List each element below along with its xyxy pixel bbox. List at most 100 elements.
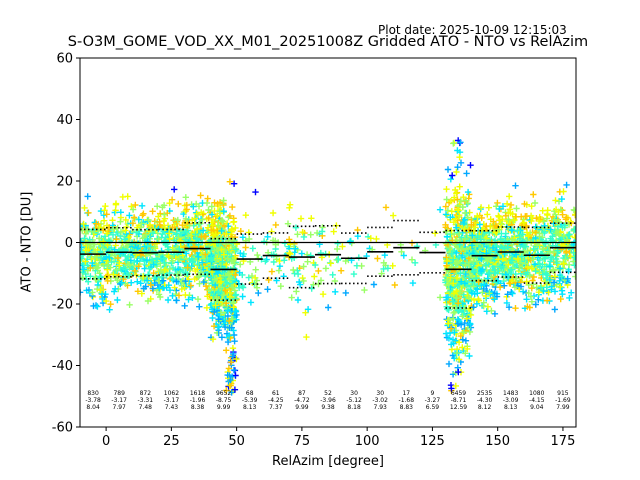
scatter-point [144, 297, 152, 305]
scatter-point [228, 226, 235, 233]
scatter-point [337, 267, 345, 274]
scatter-point [209, 222, 216, 229]
scatter-point [103, 230, 111, 237]
bin-median-label: -8.71 [451, 397, 467, 404]
scatter-point [96, 235, 103, 242]
scatter-point [135, 216, 142, 223]
scatter-point [203, 240, 210, 248]
scatter-point [213, 280, 220, 287]
scatter-point [138, 220, 145, 227]
scatter-point [82, 258, 89, 265]
scatter-point [331, 277, 339, 285]
scatter-point [339, 243, 346, 250]
bin-count-label: 17 [402, 390, 410, 397]
scatter-point [380, 259, 387, 266]
scatter-point [142, 231, 150, 238]
scatter-point [193, 210, 200, 217]
scatter-point [308, 215, 315, 222]
scatter-point [126, 212, 133, 219]
scatter-point [104, 277, 111, 285]
y-tick-label: 60 [56, 52, 73, 67]
scatter-point [140, 285, 147, 292]
scatter-point [208, 211, 216, 218]
scatter-point [131, 258, 138, 266]
scatter-point [158, 274, 165, 281]
scatter-point [334, 240, 341, 247]
scatter-point [229, 315, 236, 323]
scatter-point [166, 287, 174, 294]
scatter-point [229, 203, 236, 211]
scatter-point [225, 332, 233, 339]
bin-median-label: -3.96 [320, 397, 336, 404]
scatter-point [209, 336, 217, 343]
scatter-point [114, 254, 122, 262]
scatter-point [169, 264, 177, 272]
scatter-point [198, 209, 205, 216]
scatter-point [110, 226, 117, 233]
scatter-point [128, 279, 135, 286]
scatter-point [109, 222, 116, 229]
bin-count-label: 1080 [529, 390, 544, 397]
scatter-point [97, 254, 105, 261]
scatter-point [175, 200, 182, 208]
scatter-point [231, 338, 238, 345]
scatter-point [202, 283, 210, 290]
scatter-point [192, 267, 199, 275]
scatter-point [269, 209, 277, 217]
bin-sigma-label: 7.48 [139, 404, 153, 411]
bin-sigma-label: 7.97 [113, 404, 127, 411]
scatter-point [203, 256, 210, 264]
scatter-point [230, 366, 238, 374]
scatter-point [205, 206, 212, 214]
scatter-point [334, 245, 341, 253]
scatter-point [214, 212, 221, 219]
scatter-point [112, 285, 119, 292]
bin-sigma-label: 9.38 [321, 404, 335, 411]
scatter-point [232, 271, 239, 279]
bin-count-label: 2535 [477, 390, 492, 397]
scatter-point [80, 238, 85, 245]
scatter-point [231, 265, 238, 272]
scatter-point [215, 288, 222, 296]
scatter-point [156, 285, 163, 292]
scatter-point [220, 291, 227, 299]
scatter-point [381, 252, 388, 259]
scatter-point [131, 267, 139, 275]
scatter-point [308, 285, 315, 292]
scatter-point [277, 283, 284, 290]
scatter-point [93, 220, 100, 227]
scatter-point [174, 216, 181, 224]
bin-count-label: 61 [272, 390, 280, 397]
scatter-point [138, 202, 146, 209]
x-tick-label: 175 [551, 434, 576, 449]
scatter-point [192, 231, 199, 238]
scatter-point [182, 215, 190, 222]
scatter-point [122, 280, 129, 287]
scatter-point [354, 226, 361, 234]
scatter-point [202, 251, 209, 258]
scatter-point [146, 265, 153, 272]
scatter-point [139, 212, 146, 219]
scatter-point [237, 261, 244, 268]
scatter-point [268, 228, 275, 235]
scatter-point [298, 250, 305, 257]
scatter-point [176, 245, 183, 253]
scatter-point [175, 234, 182, 241]
bin-median-label: -5.12 [346, 397, 362, 404]
scatter-point [187, 282, 195, 289]
scatter-point [156, 221, 163, 229]
y-tick-label: -20 [52, 298, 73, 313]
scatter-point [80, 251, 86, 259]
scatter-point [281, 257, 288, 264]
scatter-point [100, 217, 108, 224]
bin-count-label: 6459 [451, 390, 466, 397]
scatter-point [80, 269, 86, 276]
scatter-point [231, 386, 239, 393]
scatter-point [164, 296, 172, 304]
scatter-point [92, 302, 100, 309]
scatter-point [346, 238, 354, 245]
bin-count-label: 915 [557, 390, 569, 397]
bin-sigma-label: 8.83 [400, 404, 414, 411]
bin-median-label: -1.69 [555, 397, 571, 404]
